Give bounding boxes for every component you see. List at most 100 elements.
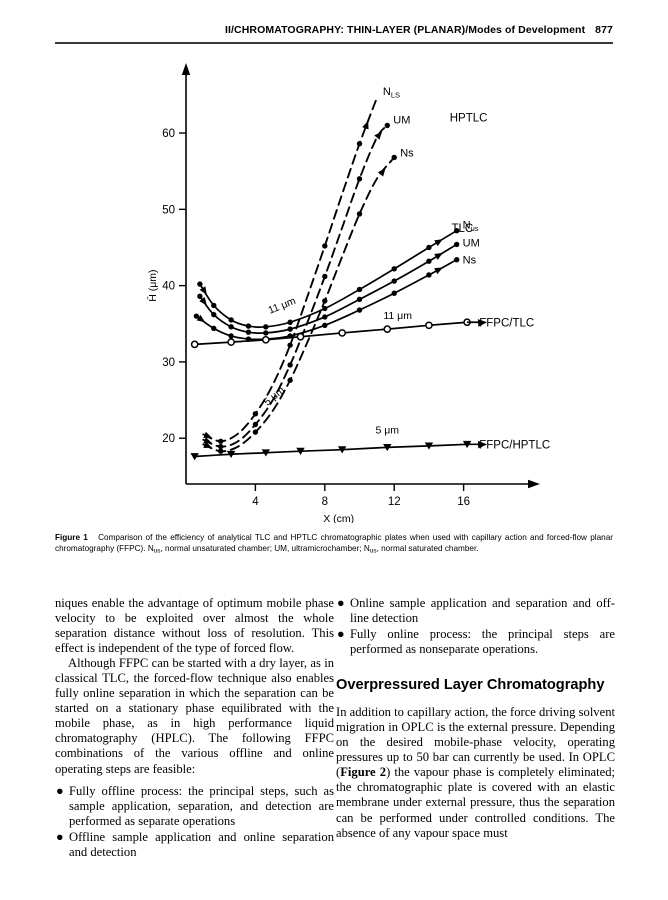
list-item: ● Fully offline process: the principal st… bbox=[55, 784, 334, 829]
x-tick-label: 8 bbox=[322, 496, 328, 508]
right-paragraph-1: In addition to capillary action, the for… bbox=[336, 705, 615, 840]
group-label-tlc: TLC bbox=[451, 223, 473, 235]
series-marker bbox=[193, 313, 200, 319]
series-marker bbox=[391, 266, 397, 272]
series-marker bbox=[426, 244, 432, 251]
series-marker bbox=[218, 448, 224, 454]
series-marker bbox=[227, 338, 235, 346]
list-item: ● Online sample application and separatio… bbox=[336, 596, 615, 626]
group-label-hptlc: HPTLC bbox=[450, 113, 488, 125]
chart-annotation-3: 5 μm bbox=[375, 425, 399, 437]
page-number: 877 bbox=[595, 24, 613, 36]
series-marker bbox=[453, 241, 460, 248]
list-item: ● Fully online process: the principal ste… bbox=[336, 627, 615, 657]
series-marker bbox=[383, 325, 392, 333]
series-marker bbox=[322, 314, 328, 320]
series-label-UM_HPTLC: UM bbox=[393, 114, 410, 126]
series-line-UM_TLC bbox=[199, 243, 458, 335]
series-marker bbox=[287, 362, 293, 368]
series-marker bbox=[338, 329, 347, 337]
body-column-right: ● Online sample application and separatio… bbox=[336, 596, 615, 841]
x-tick-label: 16 bbox=[457, 496, 470, 508]
y-tick-label: 20 bbox=[162, 433, 175, 445]
x-axis-arrow bbox=[528, 479, 540, 489]
left-paragraph-1: niques enable the advantage of optimum m… bbox=[55, 596, 334, 656]
series-marker bbox=[218, 443, 224, 450]
series-direction-arrow bbox=[377, 168, 386, 177]
series-marker bbox=[391, 154, 397, 161]
series-line-FFPC/HPTLC bbox=[193, 443, 468, 458]
series-marker bbox=[453, 256, 460, 263]
series-marker bbox=[211, 311, 217, 318]
series-marker bbox=[384, 122, 390, 129]
series-marker bbox=[245, 323, 252, 329]
y-tick-label: 50 bbox=[162, 204, 175, 216]
figure-reference: Figure 2 bbox=[340, 765, 387, 780]
series-marker bbox=[261, 335, 270, 344]
series-label-N_us_TLC: Nus bbox=[463, 220, 479, 233]
series-direction-arrow bbox=[434, 239, 443, 247]
running-head-text: II/CHROMATOGRAPHY: THIN-LAYER (PLANAR)/M… bbox=[224, 24, 586, 36]
figure-caption: Figure 1 Comparison of the efficiency of… bbox=[55, 532, 613, 557]
running-head: II/CHROMATOGRAPHY: THIN-LAYER (PLANAR)/M… bbox=[55, 24, 613, 36]
list-item-label: Offline sample application and online se… bbox=[69, 829, 334, 859]
y-axis-arrow bbox=[181, 63, 191, 75]
series-marker bbox=[322, 322, 328, 329]
x-axis-label: X (cm) bbox=[323, 513, 354, 523]
series-marker bbox=[391, 290, 397, 296]
bullet-icon: ● bbox=[337, 627, 345, 642]
series-direction-arrow bbox=[374, 131, 383, 140]
list-item: ● Offline sample application and online s… bbox=[55, 830, 334, 860]
series-marker bbox=[252, 421, 259, 428]
series-marker bbox=[226, 450, 236, 459]
efficiency-comparison-chart: 20 30 40 50 60 4 8 12 16 X (cm) H̄ (μm) NLS UM Ns Nus U… bbox=[146, 63, 550, 523]
group-label-ffpc-hptlc: FFPC/HPTLC bbox=[479, 439, 550, 451]
series-direction-arrow bbox=[362, 120, 369, 130]
series-marker bbox=[228, 317, 234, 323]
x-tick-label: 4 bbox=[252, 496, 259, 508]
series-marker bbox=[245, 329, 252, 335]
series-marker bbox=[453, 227, 460, 234]
right-paragraph-1-b: ) the vapour phase is completely elimina… bbox=[336, 765, 615, 840]
series-marker bbox=[287, 342, 293, 348]
series-marker bbox=[356, 141, 363, 147]
series-marker bbox=[322, 243, 328, 249]
list-item-label: Fully offline process: the principal ste… bbox=[69, 783, 334, 828]
group-label-ffpc-tlc: FFPC/TLC bbox=[479, 317, 534, 329]
series-marker bbox=[228, 333, 234, 339]
series-marker bbox=[211, 302, 217, 309]
series-direction-arrow bbox=[203, 437, 213, 444]
series-marker bbox=[211, 325, 217, 332]
y-tick-label: 60 bbox=[162, 128, 175, 140]
series-marker bbox=[322, 298, 328, 304]
series-line-Ns_HPTLC bbox=[202, 156, 396, 453]
series-marker bbox=[218, 438, 224, 444]
series-direction-arrow bbox=[196, 314, 206, 323]
body-column-left: niques enable the advantage of optimum m… bbox=[55, 596, 334, 861]
series-marker bbox=[356, 211, 363, 217]
series-marker bbox=[197, 281, 203, 287]
chart-annotation-1: 11 μm bbox=[383, 310, 412, 322]
series-marker bbox=[322, 305, 328, 312]
series-line-N_us_TLC bbox=[199, 229, 458, 329]
series-marker bbox=[190, 340, 199, 349]
series-marker bbox=[252, 429, 259, 435]
series-marker bbox=[356, 296, 363, 303]
left-bullet-list: ● Fully offline process: the principal st… bbox=[55, 784, 334, 860]
series-marker bbox=[322, 273, 328, 280]
series-label-Ns_HPTLC: Ns bbox=[400, 147, 414, 159]
list-item-label: Online sample application and separation… bbox=[350, 596, 615, 626]
series-direction-arrow bbox=[199, 297, 207, 306]
right-paragraph-1-a: In addition to capillary action, the for… bbox=[336, 705, 615, 780]
series-direction-arrow bbox=[199, 286, 207, 295]
series-label-UM_TLC: UM bbox=[463, 237, 480, 249]
figure-caption-sub-1: us bbox=[153, 547, 161, 555]
bullet-icon: ● bbox=[56, 829, 64, 844]
figure-caption-text-1: Comparison of the efficiency of analytic… bbox=[55, 533, 613, 554]
series-marker bbox=[426, 258, 432, 264]
series-marker bbox=[263, 324, 269, 330]
series-marker bbox=[197, 293, 203, 300]
series-marker bbox=[356, 176, 363, 182]
section-heading: Overpressured Layer Chromatography bbox=[336, 677, 605, 694]
